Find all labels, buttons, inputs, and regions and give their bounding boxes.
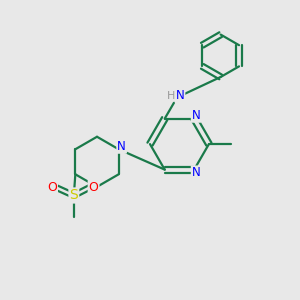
Text: N: N (117, 140, 126, 153)
Text: O: O (88, 181, 98, 194)
Text: S: S (70, 188, 78, 203)
Text: N: N (192, 167, 200, 179)
Text: H: H (167, 91, 175, 101)
Text: N: N (176, 89, 184, 102)
Text: O: O (47, 181, 57, 194)
Text: N: N (192, 109, 200, 122)
